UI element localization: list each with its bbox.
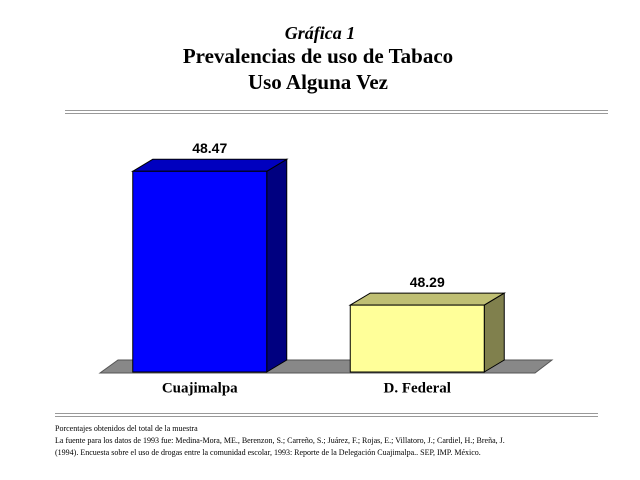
bar-side [483, 292, 505, 373]
chart-subtitle: Gráfica 1 [285, 23, 356, 43]
chart-title: Prevalencias de uso de Tabaco [183, 44, 453, 68]
x-tick-label: Cuajimalpa [162, 380, 238, 396]
bar-top [130, 158, 289, 172]
footnote: La fuente para los datos de 1993 fue: Me… [55, 436, 505, 445]
chart-title-2: Uso Alguna Vez [248, 70, 388, 94]
data-label: 48.29 [410, 274, 445, 290]
divider [55, 110, 608, 417]
bar [349, 304, 485, 373]
footnote: Porcentajes obtenidos del total de la mu… [55, 424, 198, 433]
data-label: 48.47 [192, 140, 227, 156]
bar-top [348, 292, 507, 306]
bar-side [266, 158, 288, 373]
bar [132, 170, 268, 373]
x-tick-label: D. Federal [384, 380, 451, 396]
footnote: (1994). Encuesta sobre el uso de drogas … [55, 448, 481, 457]
